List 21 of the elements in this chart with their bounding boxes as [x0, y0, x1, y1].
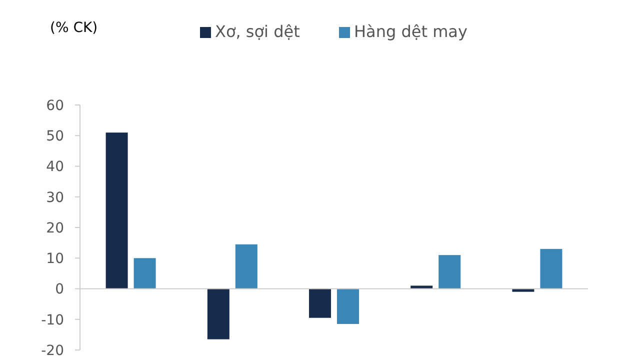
y-tick-label: 30	[46, 190, 64, 206]
bar	[134, 258, 156, 289]
y-tick-label: 60	[46, 98, 64, 114]
legend-label: Xơ, sợi dệt	[215, 22, 300, 41]
bar	[410, 286, 433, 289]
bar	[207, 288, 230, 340]
y-tick-label: 20	[46, 220, 64, 236]
y-tick-label: -20	[41, 342, 64, 359]
bar	[438, 255, 461, 289]
bar	[309, 288, 331, 318]
bar	[106, 132, 128, 289]
y-axis-title: (% CK)	[50, 20, 98, 36]
y-tick-label: -10	[41, 312, 64, 328]
y-tick-label: 0	[55, 282, 64, 298]
bar	[337, 288, 359, 324]
bar	[540, 248, 562, 289]
y-tick-label: 10	[46, 251, 64, 268]
bar	[235, 244, 258, 289]
y-tick-label: 50	[46, 128, 64, 145]
legend-label: Hàng dệt may	[354, 22, 468, 41]
y-tick-label: 40	[46, 159, 64, 176]
